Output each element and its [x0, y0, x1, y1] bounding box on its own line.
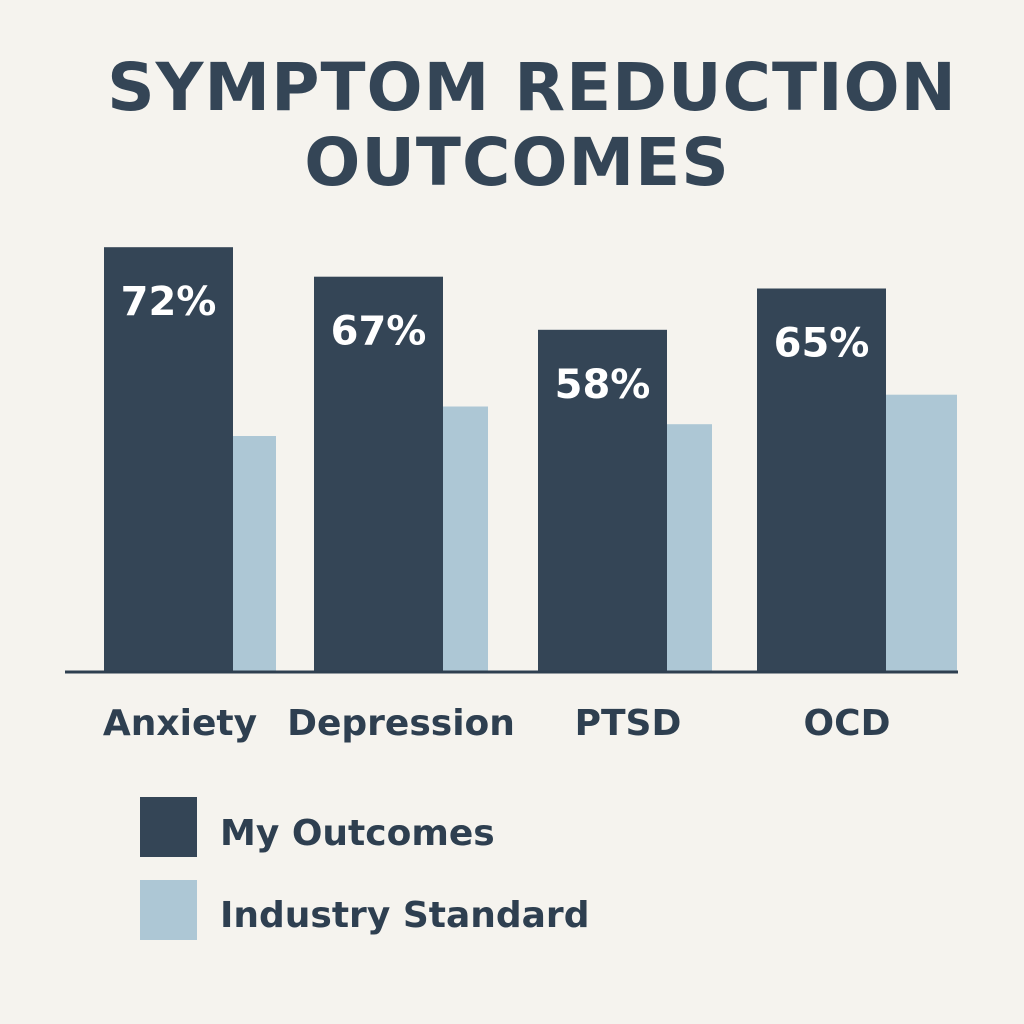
bar-my-outcomes-depression	[314, 276, 443, 672]
bar-industry-standard-ocd	[886, 394, 957, 672]
bar-my-outcomes-ocd	[757, 288, 886, 672]
tick-label-anxiety: Anxiety	[103, 703, 257, 744]
value-label-ptsd: 58%	[555, 362, 651, 408]
legend-label-my-outcomes: My Outcomes	[220, 813, 495, 854]
legend-swatch-industry-standard	[140, 880, 197, 940]
bar-industry-standard-depression	[443, 406, 488, 672]
value-label-ocd: 65%	[774, 321, 870, 367]
chart-title-line-2: OUTCOMES	[304, 124, 730, 201]
tick-label-depression: Depression	[287, 703, 515, 744]
bar-industry-standard-anxiety	[233, 436, 276, 672]
tick-label-ptsd: PTSD	[575, 703, 682, 744]
legend-swatch-my-outcomes	[140, 797, 197, 857]
tick-label-ocd: OCD	[804, 703, 891, 744]
legend: My Outcomes Industry Standard	[140, 797, 589, 940]
bar-my-outcomes-anxiety	[104, 247, 233, 672]
value-labels-group: 72% 67% 58% 65%	[121, 279, 870, 408]
x-axis-ticks: Anxiety Depression PTSD OCD	[103, 703, 891, 744]
bar-industry-standard-ptsd	[667, 424, 712, 672]
bars-group	[104, 247, 957, 672]
value-label-anxiety: 72%	[121, 279, 217, 325]
value-label-depression: 67%	[331, 309, 427, 355]
chart-title-line-1: SYMPTOM REDUCTION	[107, 49, 957, 126]
bar-my-outcomes-ptsd	[538, 329, 667, 672]
legend-label-industry-standard: Industry Standard	[220, 895, 589, 936]
